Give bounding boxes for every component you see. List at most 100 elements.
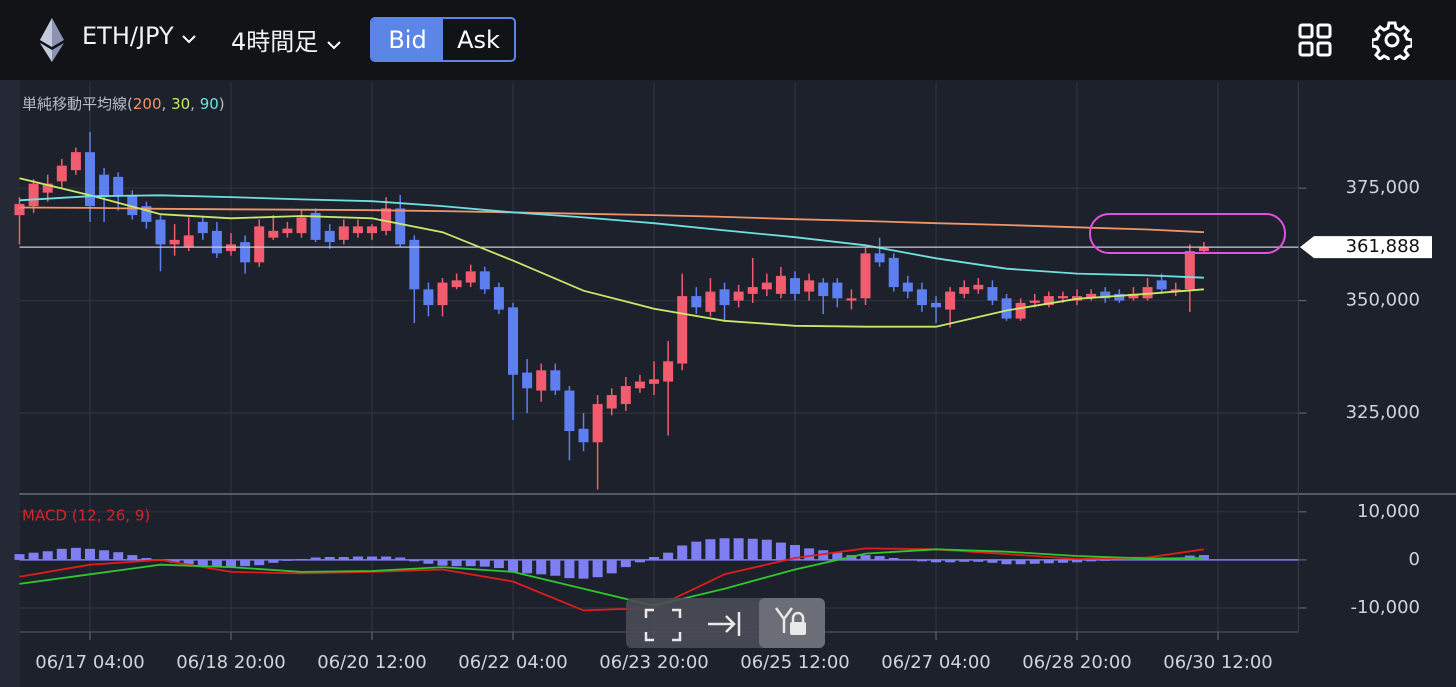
macd-histogram-bar bbox=[874, 556, 885, 560]
macd-histogram-bar bbox=[705, 539, 716, 560]
candle-body bbox=[818, 282, 829, 297]
candle-body bbox=[169, 239, 180, 245]
macd-line bbox=[19, 547, 1205, 612]
x-tick-label: 06/20 12:00 bbox=[317, 652, 426, 673]
macd-histogram-bar bbox=[437, 559, 448, 566]
candle-body bbox=[42, 183, 53, 193]
candle-body bbox=[1170, 289, 1181, 292]
macd-histogram-bar bbox=[1015, 559, 1026, 565]
ma-sep: , bbox=[190, 95, 200, 113]
candle-body bbox=[775, 275, 786, 294]
candle-body bbox=[113, 176, 124, 195]
macd-histogram-bar bbox=[747, 538, 758, 560]
macd-histogram-bar bbox=[1072, 559, 1083, 563]
pair[interactable]: ETH/JPY bbox=[82, 22, 174, 50]
macd-histogram-bar bbox=[85, 548, 96, 560]
macd-histogram-bar bbox=[775, 542, 786, 560]
x-tick-label: 06/23 20:00 bbox=[599, 652, 708, 673]
candle-body bbox=[888, 257, 899, 288]
bid-button[interactable]: Bid bbox=[372, 19, 443, 60]
macd-histogram-bar bbox=[479, 559, 490, 567]
macd-histogram-bar bbox=[141, 557, 152, 560]
candle-body bbox=[127, 194, 138, 216]
candle-body bbox=[620, 386, 631, 405]
macd-histogram-bar bbox=[860, 555, 871, 560]
macd-histogram-bar bbox=[606, 559, 617, 574]
candle-body bbox=[1043, 296, 1054, 306]
candle-body bbox=[508, 307, 519, 375]
y-tick-label: 325,000 bbox=[1346, 402, 1420, 423]
left-margin bbox=[0, 80, 20, 687]
candle-body bbox=[1057, 296, 1068, 299]
candle-body bbox=[56, 165, 67, 182]
timeframe-selector[interactable]: 4時間足 bbox=[231, 22, 342, 57]
macd-histogram-bar bbox=[42, 551, 53, 560]
candle-body bbox=[606, 395, 617, 409]
macd-histogram-bar bbox=[56, 548, 67, 560]
candle-body bbox=[367, 226, 378, 234]
scroll-end-button[interactable] bbox=[708, 612, 741, 636]
candle-body bbox=[141, 206, 152, 222]
macd-histogram-bar bbox=[761, 539, 772, 560]
x-tick-label: 06/27 04:00 bbox=[881, 652, 990, 673]
candle-body bbox=[479, 271, 490, 290]
candle-body bbox=[70, 152, 81, 171]
candle-body bbox=[1029, 300, 1040, 303]
candle-body bbox=[634, 381, 645, 389]
y-tick-label: 0 bbox=[1409, 549, 1420, 570]
macd-histogram-bar bbox=[226, 559, 237, 567]
layout-button[interactable] bbox=[1298, 23, 1332, 57]
macd-histogram-bar bbox=[649, 557, 660, 560]
macd-histogram-bar bbox=[677, 545, 688, 560]
macd-histogram-bar bbox=[451, 559, 462, 567]
candle-body bbox=[649, 379, 660, 384]
macd-histogram-bar bbox=[28, 552, 39, 560]
candle-body bbox=[395, 208, 406, 245]
candle-body bbox=[381, 208, 392, 231]
moving-average bbox=[19, 177, 1204, 328]
pair-selector[interactable]: ETH/JPY bbox=[82, 22, 197, 50]
x-tick-label: 06/28 20:00 bbox=[1022, 652, 1131, 673]
moving-average bbox=[19, 206, 1204, 234]
settings-button[interactable] bbox=[1372, 20, 1412, 60]
macd-histogram-bar bbox=[804, 548, 815, 560]
y-lock-button[interactable] bbox=[774, 607, 794, 633]
macd-histogram-bar bbox=[338, 557, 349, 560]
candle-body bbox=[902, 282, 913, 292]
candle-body bbox=[1100, 291, 1111, 299]
candle-body bbox=[747, 287, 758, 294]
macd-histogram-bar bbox=[1029, 559, 1040, 564]
x-tick-label: 06/18 20:00 bbox=[176, 652, 285, 673]
candle-body bbox=[733, 291, 744, 301]
candle-body bbox=[663, 361, 674, 382]
macd-histogram-bar bbox=[973, 559, 984, 562]
ma-legend: 単純移動平均線(200, 30, 90) bbox=[22, 95, 225, 113]
candle-body bbox=[197, 221, 208, 234]
candle-body bbox=[240, 242, 251, 263]
timeframe[interactable]: 4時間足 bbox=[231, 28, 319, 56]
moving-average bbox=[19, 194, 1204, 279]
bid-ask-toggle: Bid Ask bbox=[370, 17, 516, 62]
candle-body bbox=[183, 235, 194, 247]
macd-histogram-bar bbox=[634, 559, 645, 563]
candle-body bbox=[14, 203, 25, 216]
candle-body bbox=[522, 372, 533, 389]
candle-body bbox=[352, 226, 363, 234]
fullscreen-button[interactable] bbox=[644, 608, 682, 642]
highlight-annotation bbox=[1089, 213, 1286, 254]
candle-body bbox=[310, 212, 321, 240]
ask-button[interactable]: Ask bbox=[457, 25, 500, 54]
candle-body bbox=[761, 282, 772, 290]
candle-body bbox=[677, 296, 688, 364]
macd-histogram-bar bbox=[1001, 559, 1012, 565]
macd-histogram-bar bbox=[592, 559, 603, 578]
candle-body bbox=[1198, 247, 1209, 252]
candle-body bbox=[719, 289, 730, 306]
candle-body bbox=[959, 287, 970, 294]
candle-body bbox=[691, 296, 702, 308]
x-tick-label: 06/22 04:00 bbox=[458, 652, 567, 673]
candle-body bbox=[268, 230, 279, 238]
macd-histogram-bar bbox=[493, 559, 504, 569]
